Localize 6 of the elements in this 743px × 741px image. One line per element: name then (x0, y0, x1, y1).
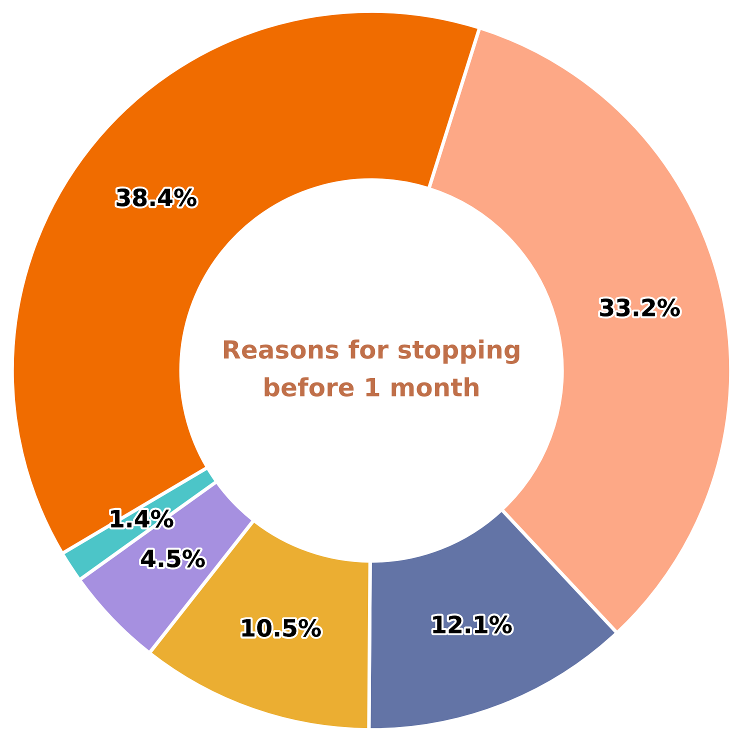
data-label: 33.2% (600, 298, 680, 316)
data-label: 12.1% (433, 616, 512, 634)
data-label: 4.5% (141, 550, 205, 568)
data-label: 10.5% (242, 618, 321, 637)
text: Reasons for stopping before 1 month (224, 340, 520, 397)
data-label: 38.4% (116, 188, 196, 206)
